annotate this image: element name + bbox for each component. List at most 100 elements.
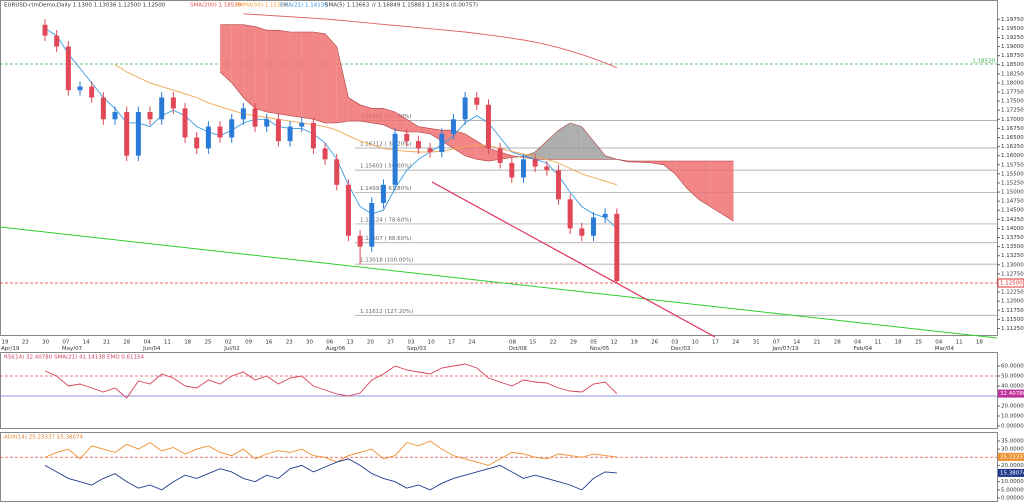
- indicator-label: SMA(5) 1.13663: [325, 3, 370, 9]
- indicator-line: [44, 440, 617, 466]
- y-tick-label: 1.11250: [1001, 326, 1024, 332]
- x-tick-label: 21: [103, 340, 110, 346]
- x-tick-label: 04: [854, 340, 861, 346]
- candle-body: [89, 86, 95, 98]
- cloud-segment: [488, 148, 501, 162]
- y-tick-label: 60.00000: [1001, 364, 1024, 370]
- candle-body: [124, 112, 130, 156]
- candle-body: [205, 126, 211, 149]
- x-month-label: Sep/03: [407, 346, 427, 352]
- main-layer: 1.16967 ( 23.60%)1.16212 ( 38.20%)1.1560…: [0, 13, 997, 316]
- candle-body: [579, 228, 585, 236]
- y-tick-label: 1.19500: [1001, 26, 1024, 32]
- fib-label: 1.15603 ( 50.00%): [360, 164, 412, 170]
- cloud-segment: [581, 126, 594, 160]
- candle-body: [427, 148, 433, 153]
- cloud-segment: [710, 161, 722, 214]
- cloud-segment: [698, 161, 711, 207]
- y-tick-label: 30.00000: [1001, 447, 1024, 453]
- cloud-segment: [651, 161, 664, 165]
- candle-body: [310, 122, 316, 149]
- y-tick-label: 50.00000: [1001, 374, 1024, 380]
- cloud-segment: [430, 128, 442, 142]
- x-tick-label: 07: [773, 340, 780, 346]
- value-box: [998, 452, 1024, 461]
- cloud-segment: [243, 24, 256, 109]
- x-tick-label: 24: [468, 340, 475, 346]
- cloud-segment: [570, 122, 582, 160]
- x-tick-label: 27: [387, 340, 394, 346]
- cloud-segment: [418, 126, 431, 134]
- candle-body: [544, 166, 550, 171]
- y-tick-label: 1.14750: [1001, 199, 1024, 205]
- y-tick-label: 1.14500: [1001, 208, 1024, 214]
- y-tick-label: 0.00000: [1001, 496, 1024, 502]
- fib-label: 1.13018 (100.00%): [360, 258, 413, 264]
- candle-body: [474, 97, 480, 105]
- indicator-line: [44, 458, 617, 491]
- cloud-segment: [675, 161, 687, 189]
- x-tick-label: 19: [631, 340, 638, 346]
- candle-body: [357, 235, 363, 247]
- value-box: [998, 468, 1024, 477]
- candle-body: [380, 184, 386, 203]
- y-tick-label: 1.15250: [1001, 180, 1024, 186]
- y-tick-label: 1.17250: [1001, 108, 1024, 114]
- x-tick-label: 30: [42, 340, 49, 346]
- candle-body: [42, 24, 48, 36]
- candle-body: [520, 159, 526, 178]
- cloud-segment: [348, 97, 361, 122]
- candle-body: [462, 97, 468, 120]
- y-tick-label: 1.19750: [1001, 17, 1024, 23]
- candle-body: [229, 119, 235, 138]
- cloud-segment: [301, 32, 314, 120]
- trend-lines: [0, 181, 998, 339]
- cloud-segment: [686, 161, 699, 200]
- candle-body: [450, 119, 456, 134]
- candle-body: [264, 119, 270, 127]
- cloud-segment: [523, 152, 536, 160]
- cloud-segment: [278, 30, 291, 116]
- x-tick-label: 16: [265, 340, 272, 346]
- x-tick-label: 14: [793, 340, 800, 346]
- x-month-label: Jun/04: [142, 346, 161, 352]
- x-tick-label: 29: [570, 340, 577, 346]
- cloud-segment: [663, 161, 676, 174]
- x-tick-label: 28: [834, 340, 841, 346]
- x-tick-label: 20: [367, 340, 374, 346]
- y-tick-label: 5.00000: [1001, 487, 1024, 493]
- x-tick-label: 28: [123, 340, 130, 346]
- fib-label: 1.14124 ( 78.60%): [360, 217, 412, 223]
- y-tick-label: 1.12750: [1001, 271, 1024, 277]
- candle-body: [334, 159, 340, 185]
- y-tick-label: 1.18000: [1001, 80, 1024, 86]
- y-tick-label: 1.15000: [1001, 190, 1024, 196]
- chart-title: EURUSD-rtmDemo,Daily 1.1300 1.13036 1.12…: [4, 3, 166, 9]
- x-tick-label: 07: [62, 340, 69, 346]
- cloud-segment: [546, 130, 559, 160]
- candle-body: [567, 199, 573, 229]
- candle-body: [194, 137, 200, 149]
- x-tick-label: 02: [225, 340, 232, 346]
- y-tick-label: 1.11750: [1001, 308, 1024, 314]
- cloud-segment: [453, 130, 466, 156]
- candle-body: [497, 148, 503, 163]
- trend-line: [0, 226, 998, 339]
- x-tick-label: 23: [286, 340, 293, 346]
- y-tick-label: 1.16500: [1001, 135, 1024, 141]
- y-tick-label: 1.19250: [1001, 35, 1024, 41]
- x-month-label: Jul/02: [223, 346, 240, 352]
- y-tick-label: 1.18500: [1001, 62, 1024, 68]
- x-tick-label: 17: [712, 340, 719, 346]
- y-tick-label: 1.16750: [1001, 126, 1024, 132]
- cloud-segment: [325, 33, 337, 123]
- cloud-segment: [255, 26, 267, 113]
- value-box-label: 15.38074: [1000, 470, 1024, 476]
- x-tick-label: 10: [428, 340, 435, 346]
- candle-body: [287, 126, 293, 142]
- candle-body: [135, 112, 141, 156]
- x-tick-label: 25: [205, 340, 212, 346]
- y-tick-label: 1.13750: [1001, 235, 1024, 241]
- cloud-segment: [406, 119, 419, 132]
